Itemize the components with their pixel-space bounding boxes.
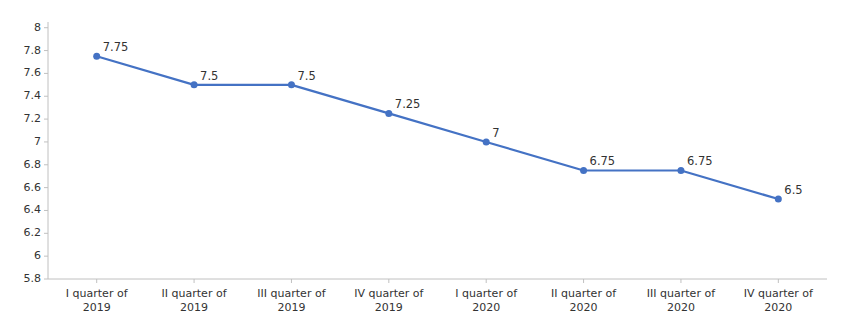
data-label: 7 [492, 126, 499, 140]
data-label: 6.75 [590, 154, 616, 168]
y-tick-label: 7.6 [24, 66, 42, 79]
x-tick-label: III quarter of2019 [257, 287, 326, 314]
y-tick [44, 279, 48, 280]
x-tick [583, 279, 584, 283]
data-label: 6.5 [784, 183, 802, 197]
x-tick-label: I quarter of2019 [66, 287, 129, 314]
x-tick [194, 279, 195, 283]
y-tick [44, 233, 48, 234]
data-label: 7.75 [103, 40, 129, 54]
point-marker [775, 196, 782, 203]
data-label: 7.5 [297, 69, 315, 83]
chart-container: 5.8 6 6.2 6.4 6.6 6.8 7 7.2 7.4 7.6 7.8 8 I quarter … [0, 0, 847, 327]
y-tick-label: 6.4 [24, 203, 42, 216]
point-marker [385, 110, 392, 117]
plot-area [93, 53, 782, 203]
x-tick [96, 279, 97, 283]
y-tick [44, 187, 48, 188]
y-tick-label: 6 [34, 249, 41, 262]
point-marker [93, 53, 100, 60]
y-tick-label: 7.2 [24, 112, 42, 125]
y-tick [44, 27, 48, 28]
data-label: 6.75 [687, 154, 713, 168]
y-tick-label: 7.8 [24, 44, 42, 57]
y-axis-line [48, 22, 49, 279]
x-tick [680, 279, 681, 283]
point-marker [288, 81, 295, 88]
y-tick-label: 7.4 [24, 89, 42, 102]
x-tick-label: III quarter of2020 [647, 287, 716, 314]
data-label: 7.5 [200, 69, 218, 83]
x-tick-label: II quarter of2019 [162, 287, 228, 314]
y-tick-label: 7 [34, 135, 41, 148]
x-tick [388, 279, 389, 283]
y-tick [44, 119, 48, 120]
axes: 5.8 6 6.2 6.4 6.6 6.8 7 7.2 7.4 7.6 7.8 8 I quarter … [24, 21, 828, 314]
point-marker [580, 167, 587, 174]
x-tick [486, 279, 487, 283]
y-tick [44, 141, 48, 142]
x-tick-label: II quarter of2020 [551, 287, 617, 314]
point-marker [483, 138, 490, 145]
point-marker [191, 81, 198, 88]
y-tick-label: 6.2 [24, 226, 42, 239]
y-tick [44, 164, 48, 165]
x-tick [291, 279, 292, 283]
x-tick-label: IV quarter of2020 [744, 287, 814, 314]
y-tick [44, 73, 48, 74]
y-tick [44, 210, 48, 211]
series-line [97, 56, 779, 199]
y-tick [44, 50, 48, 51]
chart: 5.8 6 6.2 6.4 6.6 6.8 7 7.2 7.4 7.6 7.8 8 I quarter … [0, 0, 847, 327]
y-tick-label: 8 [34, 21, 41, 34]
x-tick [778, 279, 779, 283]
x-tick-label: IV quarter of2019 [354, 287, 424, 314]
y-tick-label: 6.6 [24, 181, 42, 194]
x-tick-label: I quarter of2020 [455, 287, 518, 314]
data-label: 7.25 [395, 97, 421, 111]
x-axis-line [48, 279, 827, 280]
data-labels: 7.75 7.5 7.5 7.25 7 6.75 6.75 6.5 [103, 40, 803, 197]
point-marker [677, 167, 684, 174]
y-tick [44, 96, 48, 97]
y-tick-label: 5.8 [24, 272, 42, 285]
y-tick [44, 256, 48, 257]
y-tick-label: 6.8 [24, 158, 42, 171]
